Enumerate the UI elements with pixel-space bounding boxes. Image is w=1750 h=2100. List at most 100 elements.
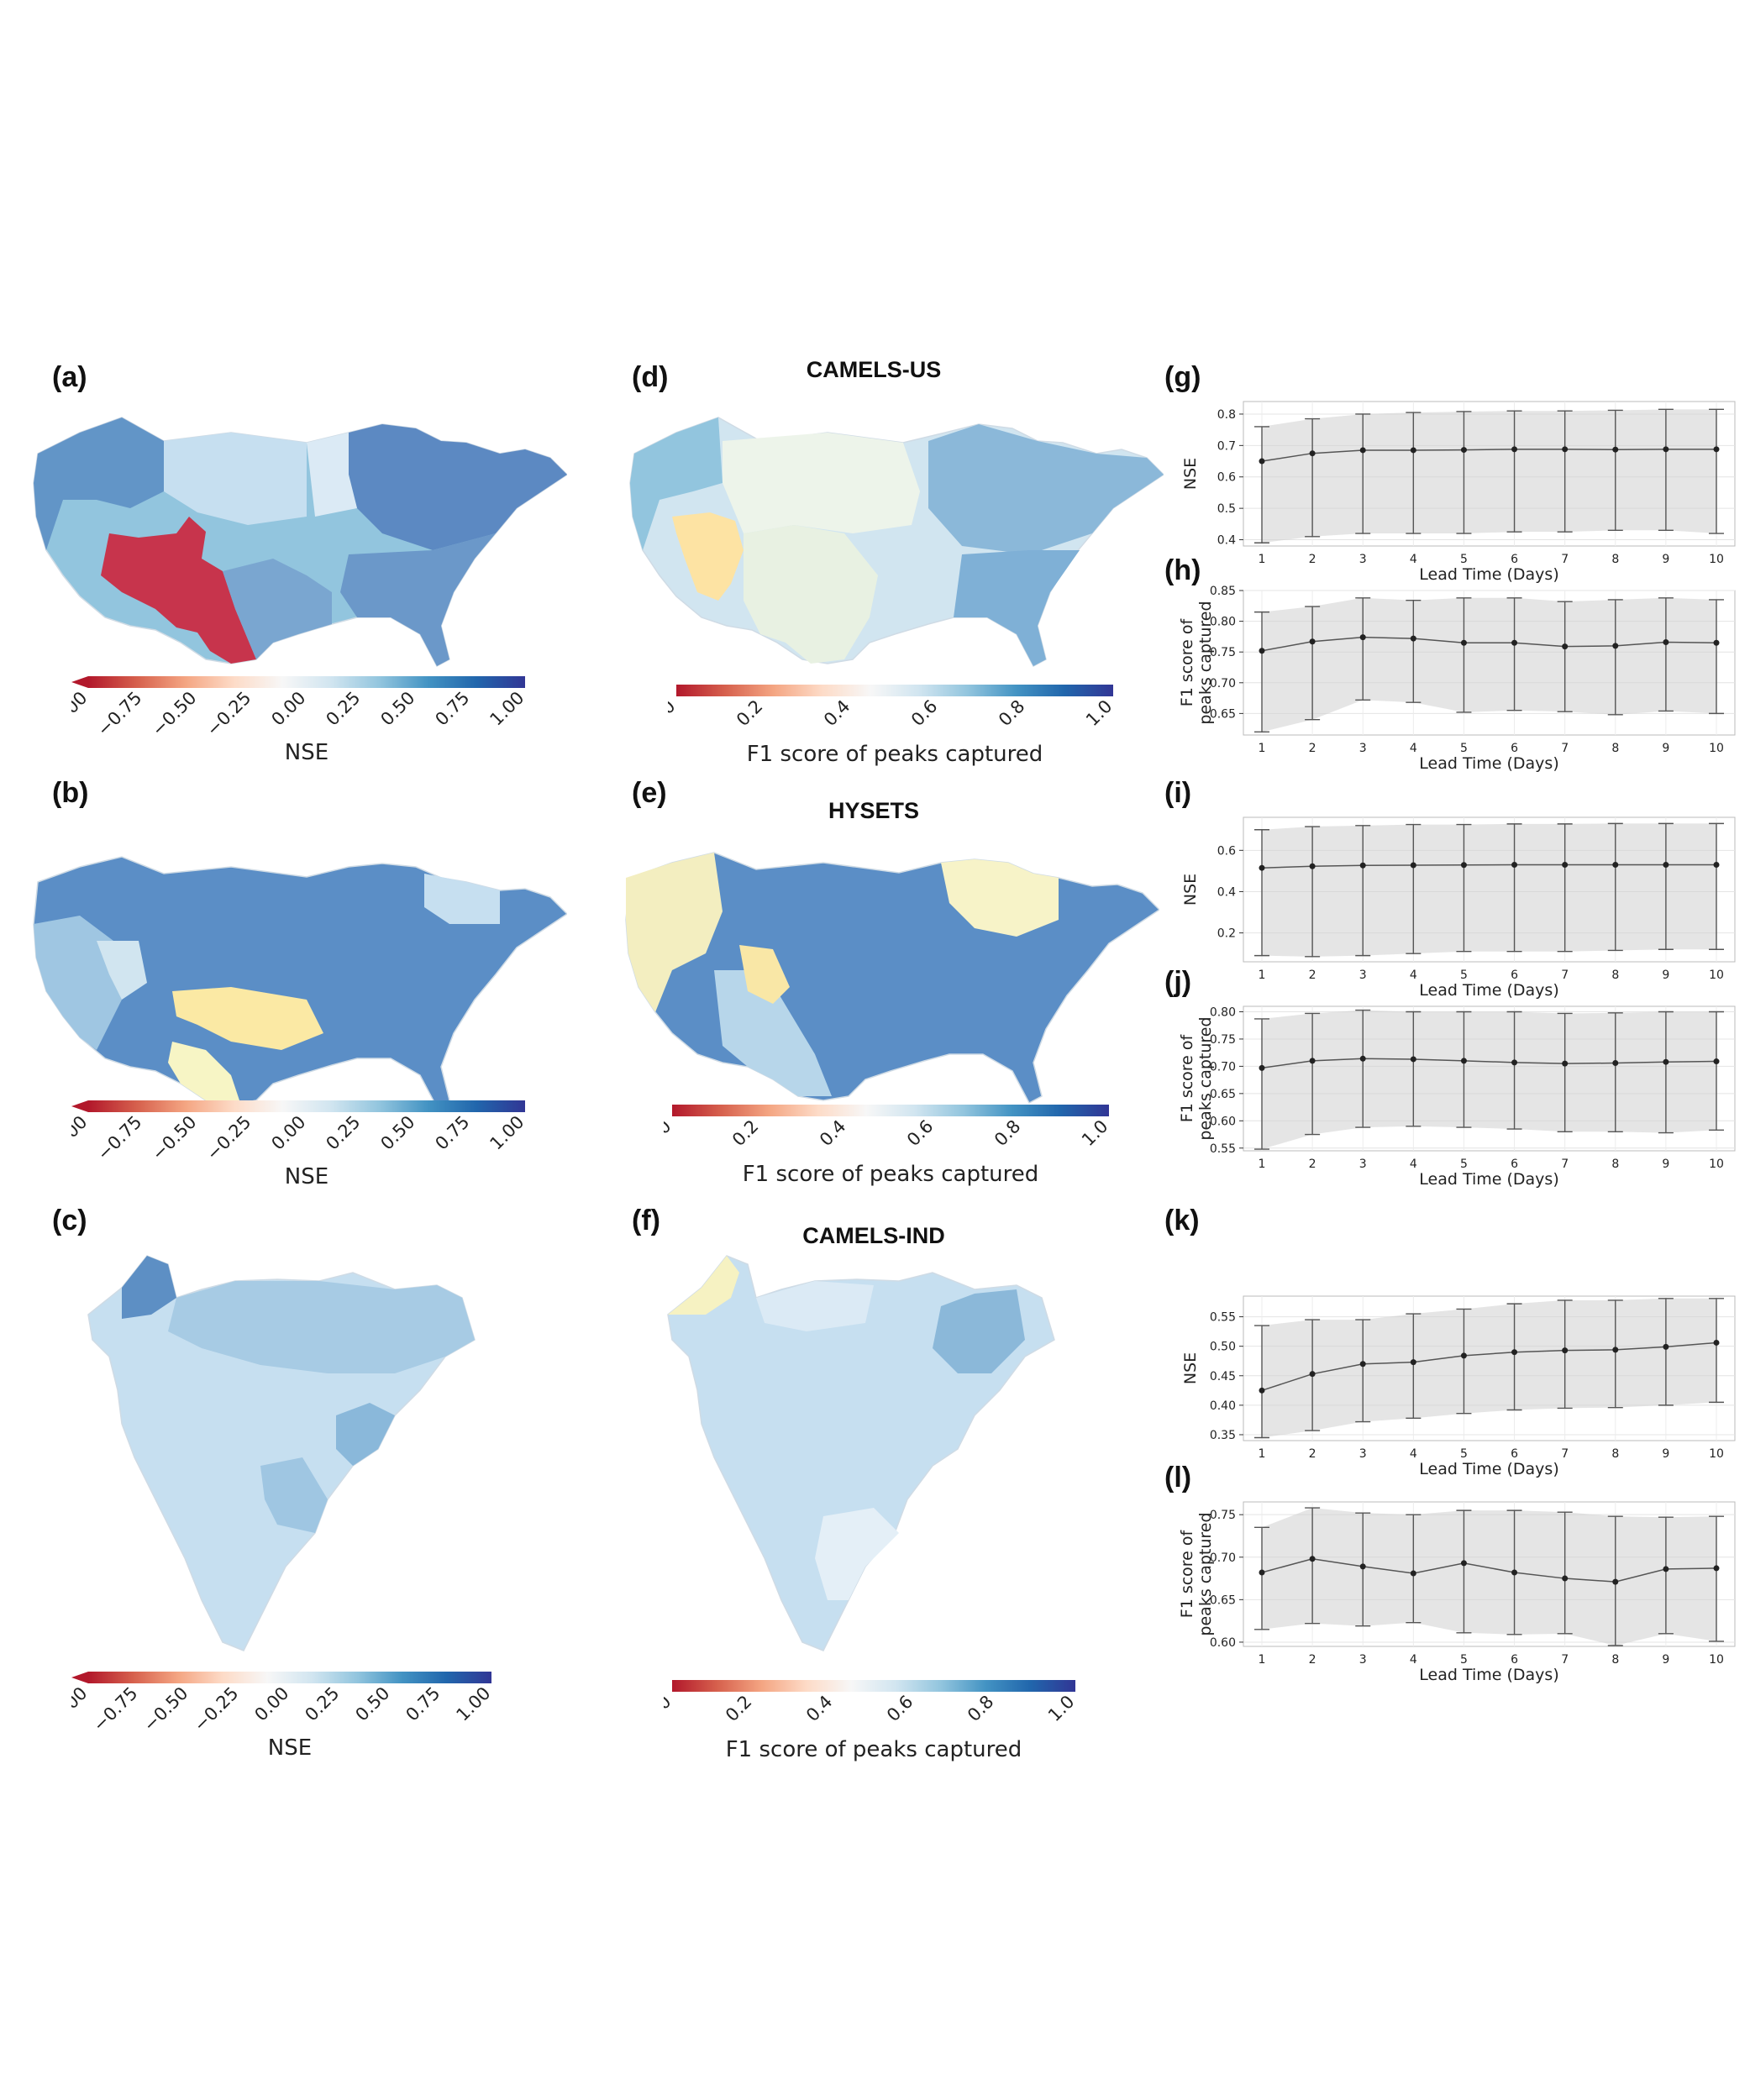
data-point [1309,450,1316,457]
colorbar-extend-arrow [71,676,88,688]
india-region-kashmir [122,1256,176,1319]
data-point [1663,1343,1669,1350]
x-tick-label: 5 [1460,969,1468,982]
y-tick-label: 0.85 [1210,585,1236,598]
y-axis-label: NSE [1181,1352,1200,1384]
colorbar-extend-arrow [71,1672,88,1683]
data-point [1309,638,1316,645]
data-point [1309,1556,1316,1562]
data-point [1359,634,1366,641]
colorbar-gradient [672,1105,1109,1116]
us-region-northeast [349,424,567,550]
title-camels-ind: CAMELS-IND [802,1223,945,1248]
panel-label-c: (c) [52,1205,87,1236]
y-axis-label: F1 score of [1178,1529,1196,1618]
data-point [1713,446,1720,453]
data-point [1562,446,1569,453]
x-tick-label: 8 [1611,553,1619,566]
x-tick-label: 6 [1511,1158,1518,1171]
data-point [1359,447,1366,454]
x-tick-label: 5 [1460,553,1468,566]
colorbar-label: F1 score of peaks captured [747,742,1043,767]
colorbar-tick-label: −0.25 [202,688,255,740]
us-region-texas [223,559,332,659]
x-tick-label: 8 [1611,742,1619,755]
data-point [1713,1058,1720,1065]
us-region-west-yellow [626,853,723,1012]
y-tick-label: 0.4 [1217,885,1236,899]
map-b-hysets-nse [33,856,567,1109]
us-region-southwest-pale [744,525,878,664]
x-tick-label: 3 [1359,969,1367,982]
x-tick-label: 2 [1309,969,1316,982]
colorbar-tick-label: 0.75 [431,1112,473,1154]
data-point [1410,862,1416,869]
panel-label-f: (f) [632,1205,660,1236]
x-tick-label: 3 [1359,1653,1367,1667]
colorbar-label: F1 score of peaks captured [726,1737,1022,1762]
us-region-northeast-yellow [941,859,1059,937]
colorbar-tick-label: 0.25 [322,1112,364,1154]
colorbar-gradient [88,1100,525,1112]
us-region-northwest [630,417,723,550]
uncertainty-band [1262,1010,1716,1150]
y-axis-label: NSE [1181,874,1200,906]
colorbar-tick-label: −0.25 [190,1683,242,1735]
x-tick-label: 6 [1511,742,1518,755]
colorbar-tick-label: 0.00 [267,688,309,730]
y-axis-label: peaks captured [1196,1016,1215,1140]
data-point [1359,1055,1366,1062]
panel-label-g: (g) [1164,361,1201,393]
data-point [1562,1060,1569,1067]
colorbar-gradient [672,1680,1075,1692]
colorbar-tick-label: 0.75 [402,1683,444,1725]
colorbar-gradient [676,685,1113,696]
india-region-northeast [933,1289,1025,1373]
colorbar-tick-label: 0.4 [820,696,854,731]
y-tick-label: 0.45 [1210,1370,1236,1383]
mean-line [1261,636,1717,652]
data-point [1713,639,1720,646]
x-tick-label: 8 [1611,1447,1619,1461]
map-d-us-f1 [629,417,1164,668]
x-tick-label: 2 [1309,553,1316,566]
x-tick-label: 5 [1460,1447,1468,1461]
y-tick-label: 0.7 [1217,439,1236,453]
title-hysets: HYSETS [828,798,920,823]
y-tick-label: 0.55 [1210,1142,1236,1156]
colorbar-tick-label: −1.00 [71,1683,92,1735]
y-tick-label: 0.50 [1210,1341,1236,1354]
us-region-nevada [97,941,147,1000]
data-point [1410,1359,1416,1366]
y-tick-label: 0.65 [1210,1593,1236,1607]
x-tick-label: 9 [1662,969,1669,982]
data-point [1663,638,1669,645]
x-tick-label: 4 [1410,1447,1417,1461]
x-tick-label: 1 [1259,553,1266,566]
data-point [1511,862,1518,869]
colorbar-tick-label: 0.6 [883,1692,917,1726]
y-tick-label: 0.40 [1210,1399,1236,1413]
colorbar-tick-label: 0.25 [301,1683,343,1725]
data-point [1511,1569,1518,1576]
chart-i: 0.2 0.4 0.6 1 2 3 4 5 6 7 8 9 10 Lead Time (Days) NSE [1181,816,1736,1000]
colorbar-b: −1.00 −0.75 −0.50 −0.25 0.00 0.25 0.50 0.75 1.00… [71,1100,528,1189]
x-tick-label: 4 [1410,1653,1417,1667]
y-tick-label: 0.2 [1217,927,1236,941]
x-tick-label: 7 [1561,1447,1569,1461]
data-point [1460,1058,1467,1064]
us-region-northeast-light [424,874,500,924]
chart-l: 0.60 0.65 0.70 0.75 1 2 3 4 5 6 7 8 9 10 Lead Time (Da… [1178,1501,1736,1684]
colorbar-tick-label: −1.00 [71,688,92,740]
data-point [1410,1056,1416,1063]
data-point [1612,1578,1619,1585]
title-camels-us: CAMELS-US [806,357,942,382]
x-tick-label: 3 [1359,742,1367,755]
x-tick-label: 2 [1309,742,1316,755]
colorbar-tick-label: −1.00 [71,1112,92,1164]
data-point [1612,862,1619,869]
data-point [1359,1563,1366,1570]
x-axis-label: Lead Time (Days) [1419,565,1558,584]
us-region-yellow-plains [172,987,323,1050]
map-f-ind-f1 [667,1255,1055,1651]
